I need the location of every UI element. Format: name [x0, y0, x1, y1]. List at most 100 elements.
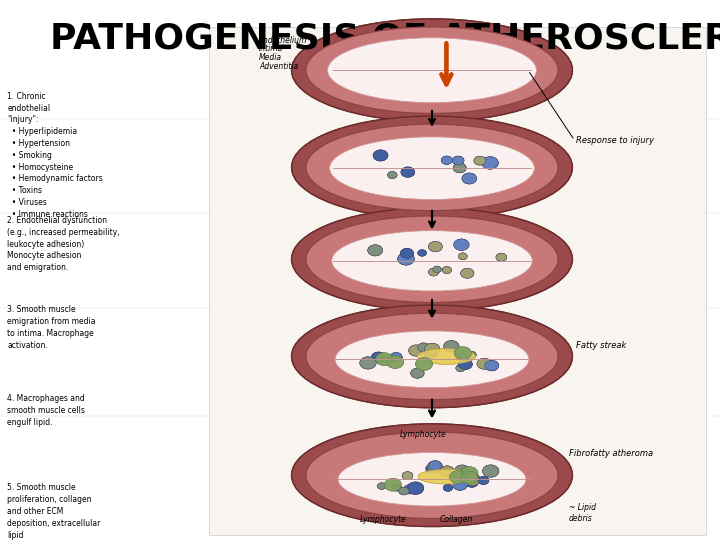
Circle shape: [400, 248, 413, 258]
Circle shape: [456, 364, 465, 372]
Circle shape: [462, 173, 477, 184]
Circle shape: [387, 172, 397, 179]
Circle shape: [461, 471, 478, 484]
Circle shape: [397, 253, 415, 265]
Ellipse shape: [292, 116, 572, 219]
Circle shape: [461, 467, 478, 480]
Circle shape: [444, 341, 459, 352]
Circle shape: [454, 347, 472, 360]
Circle shape: [462, 470, 478, 483]
Circle shape: [401, 167, 415, 177]
Circle shape: [402, 471, 413, 480]
Circle shape: [387, 172, 397, 179]
Circle shape: [461, 268, 474, 278]
Circle shape: [387, 356, 404, 369]
Circle shape: [453, 163, 467, 173]
Circle shape: [444, 484, 453, 491]
Circle shape: [482, 465, 499, 477]
Ellipse shape: [306, 124, 558, 211]
Ellipse shape: [292, 208, 572, 310]
Circle shape: [418, 343, 430, 352]
Circle shape: [458, 253, 467, 260]
Ellipse shape: [306, 124, 558, 211]
Circle shape: [474, 156, 486, 165]
Ellipse shape: [306, 216, 558, 302]
Ellipse shape: [306, 27, 558, 113]
Circle shape: [462, 173, 477, 184]
Circle shape: [441, 156, 452, 165]
Circle shape: [458, 253, 467, 260]
Circle shape: [409, 345, 423, 356]
Text: 2. Endothelial dysfunction
(e.g., increased permeability,
leukocyte adhesion)
Mo: 2. Endothelial dysfunction (e.g., increa…: [7, 216, 120, 272]
Ellipse shape: [292, 19, 572, 122]
Circle shape: [433, 266, 441, 273]
Circle shape: [461, 467, 478, 480]
Circle shape: [404, 484, 416, 494]
Circle shape: [450, 470, 467, 483]
Circle shape: [418, 249, 426, 256]
Circle shape: [459, 355, 468, 361]
Ellipse shape: [292, 116, 572, 219]
Ellipse shape: [418, 349, 475, 365]
Circle shape: [400, 248, 413, 258]
Text: 5. Smooth muscle
proliferation, collagen
and other ECM
deposition, extracellular: 5. Smooth muscle proliferation, collagen…: [7, 483, 101, 539]
FancyBboxPatch shape: [209, 27, 706, 535]
Circle shape: [428, 241, 442, 252]
Circle shape: [409, 345, 423, 356]
Circle shape: [415, 357, 433, 370]
Circle shape: [399, 487, 409, 495]
Circle shape: [373, 150, 388, 161]
Circle shape: [428, 241, 442, 252]
Circle shape: [392, 484, 402, 491]
Circle shape: [428, 461, 443, 472]
Circle shape: [458, 359, 472, 369]
Circle shape: [454, 347, 472, 360]
Text: 3. Smooth muscle
emigration from media
to intima. Macrophage
activation.: 3. Smooth muscle emigration from media t…: [7, 305, 96, 349]
Ellipse shape: [418, 469, 474, 484]
Circle shape: [384, 478, 402, 491]
Circle shape: [465, 477, 478, 487]
Ellipse shape: [330, 137, 534, 199]
Ellipse shape: [306, 432, 558, 518]
Circle shape: [426, 464, 437, 472]
Ellipse shape: [292, 424, 572, 526]
Text: Media: Media: [259, 53, 282, 62]
Ellipse shape: [338, 453, 526, 506]
Circle shape: [429, 461, 441, 470]
Circle shape: [440, 466, 454, 477]
Circle shape: [478, 476, 489, 484]
Circle shape: [418, 249, 426, 256]
Circle shape: [368, 245, 382, 256]
Circle shape: [407, 482, 424, 495]
Circle shape: [463, 473, 480, 486]
Circle shape: [429, 461, 441, 470]
Ellipse shape: [338, 453, 526, 506]
Circle shape: [459, 355, 468, 361]
Circle shape: [423, 347, 438, 359]
Circle shape: [477, 358, 492, 369]
Ellipse shape: [306, 27, 558, 113]
Circle shape: [376, 353, 393, 366]
Circle shape: [425, 343, 440, 355]
Circle shape: [377, 483, 386, 489]
Ellipse shape: [292, 305, 572, 408]
Ellipse shape: [306, 313, 558, 400]
Circle shape: [423, 347, 438, 359]
Circle shape: [477, 358, 492, 369]
Circle shape: [450, 470, 467, 483]
Circle shape: [397, 253, 415, 265]
Circle shape: [453, 480, 467, 490]
Circle shape: [441, 156, 452, 165]
Circle shape: [399, 487, 409, 495]
Circle shape: [428, 268, 438, 276]
Text: ~ Lipid
debris: ~ Lipid debris: [569, 503, 596, 523]
Text: 4. Macrophages and
smooth muscle cells
engulf lipid.: 4. Macrophages and smooth muscle cells e…: [7, 394, 85, 427]
Ellipse shape: [418, 349, 475, 365]
Ellipse shape: [332, 231, 532, 291]
Circle shape: [428, 268, 438, 276]
Text: Collagen: Collagen: [439, 515, 472, 524]
Ellipse shape: [292, 305, 572, 408]
Text: 1. Chronic
endothelial
"injury":
  • Hyperlipidemia
  • Hypertension
  • Smoking: 1. Chronic endothelial "injury": • Hyper…: [7, 92, 103, 219]
Circle shape: [360, 357, 376, 369]
Circle shape: [461, 268, 474, 278]
